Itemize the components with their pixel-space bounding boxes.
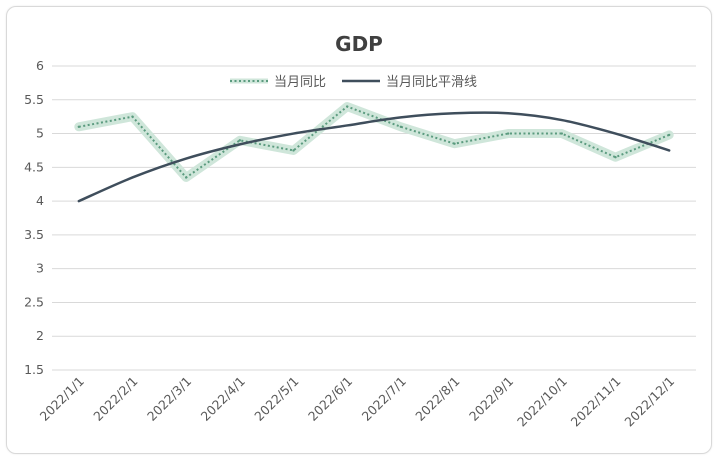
x-tick-label: 2022/2/1 [90,374,140,424]
x-axis: 2022/1/1 2022/2/1 2022/3/1 2022/4/1 2022/5/1… [37,374,678,430]
series-2-point [507,112,509,114]
series-1-point [345,105,349,108]
x-tick-label: 2022/12/1 [621,374,677,430]
y-tick-label: 4 [36,193,44,208]
series-1-point [614,156,617,159]
series-1-point [292,149,295,152]
series-1-point [453,142,456,145]
legend-label-series-1: 当月同比 [274,75,326,90]
y-tick-label: 2.5 [24,294,44,309]
y-tick-label: 4.5 [24,159,44,174]
series-1-point [560,132,564,135]
x-tick-label: 2022/11/1 [568,374,624,430]
legend-label-series-2: 当月同比平滑线 [386,75,477,90]
series-1-point [238,139,242,142]
series-2-point [561,119,563,121]
x-tick-label: 2022/9/1 [466,374,516,424]
series-2-point [132,176,133,178]
series-1-point [667,133,671,137]
series-2-point [668,149,670,151]
y-tick-label: 6 [36,58,44,73]
y-tick-label: 5 [36,126,44,141]
series-2-point [185,158,187,160]
series-1-point [77,125,81,128]
series-2-point [239,143,241,145]
y-tick-label: 3 [36,261,44,276]
series-2-point [346,124,348,126]
y-tick-label: 5.5 [24,92,44,107]
x-tick-label: 2022/1/1 [37,374,87,424]
series-1-line [78,105,670,179]
series-2-line [77,111,671,203]
grid [52,65,696,371]
series-1-point [399,125,403,128]
chart-title: GDP [335,32,383,56]
series-2-point [400,116,402,118]
series-1-point [184,176,188,179]
x-tick-label: 2022/4/1 [198,374,248,424]
x-tick-label: 2022/6/1 [305,374,355,424]
series-2-point [454,112,455,114]
y-tick-label: 1.5 [24,362,44,377]
series-1-point [131,115,134,118]
series-2-point [78,200,80,202]
x-tick-label: 2022/3/1 [144,374,194,424]
y-axis: 1.5 2 2.5 3 3.5 4 4.5 5 5.5 6 [24,58,44,377]
legend: 当月同比 当月同比平滑线 [230,75,477,90]
y-tick-label: 3.5 [24,227,44,242]
series-2-point [293,133,294,135]
y-tick-label: 2 [36,328,44,343]
x-tick-label: 2022/10/1 [514,374,570,430]
x-tick-label: 2022/7/1 [359,374,409,424]
x-tick-label: 2022/8/1 [412,374,462,424]
plot-area [74,102,674,203]
x-tick-label: 2022/5/1 [251,374,301,424]
series-1-point [506,132,510,135]
series-2-point [615,133,616,135]
